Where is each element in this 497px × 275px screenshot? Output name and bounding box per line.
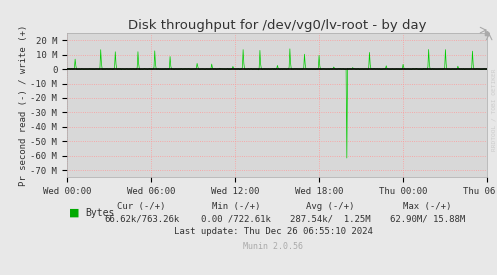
Text: Min (-/+): Min (-/+)	[212, 202, 260, 211]
Text: ■: ■	[69, 208, 79, 218]
Text: Last update: Thu Dec 26 06:55:10 2024: Last update: Thu Dec 26 06:55:10 2024	[174, 227, 373, 235]
Text: Munin 2.0.56: Munin 2.0.56	[244, 242, 303, 251]
Text: Bytes: Bytes	[85, 208, 115, 218]
Text: 62.90M/ 15.88M: 62.90M/ 15.88M	[390, 214, 465, 223]
Text: 66.62k/763.26k: 66.62k/763.26k	[104, 214, 179, 223]
Text: RRDTOOL / TOBI OETIKER: RRDTOOL / TOBI OETIKER	[491, 69, 496, 151]
Text: Avg (-/+): Avg (-/+)	[306, 202, 355, 211]
Text: Cur (-/+): Cur (-/+)	[117, 202, 166, 211]
Title: Disk throughput for /dev/vg0/lv-root - by day: Disk throughput for /dev/vg0/lv-root - b…	[128, 19, 426, 32]
Text: Max (-/+): Max (-/+)	[403, 202, 452, 211]
Text: 287.54k/  1.25M: 287.54k/ 1.25M	[290, 214, 371, 223]
Text: 0.00 /722.61k: 0.00 /722.61k	[201, 214, 271, 223]
Y-axis label: Pr second read (-) / write (+): Pr second read (-) / write (+)	[19, 24, 28, 186]
